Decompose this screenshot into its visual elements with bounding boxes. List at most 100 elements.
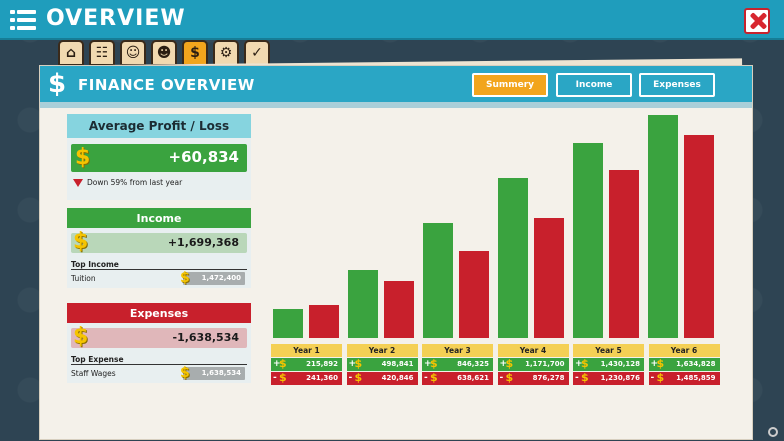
income-bar (498, 178, 528, 338)
expenses-header: Expenses (67, 303, 251, 323)
top-expense-label: Top Expense (71, 355, 124, 364)
year-expense-value: 1,230,876 (600, 374, 640, 382)
minus-sign: - (273, 373, 277, 383)
plus-sign: + (650, 359, 659, 369)
average-value: +60,834 (168, 148, 239, 166)
minus-sign: - (499, 373, 504, 383)
income-card: $ +1,699,368 Top Income Tuition $ 1,472,… (67, 228, 251, 288)
year-expense-row: - $1,230,876 (573, 371, 644, 385)
plus-sign: + (499, 359, 508, 369)
income-bar (573, 143, 603, 338)
top-expense-name: Staff Wages (71, 369, 116, 378)
year-expense-row: - $241,360 (271, 371, 342, 385)
year-expense-row: - $876,278 (497, 371, 569, 385)
coin-icon: $ (180, 365, 190, 381)
coin-icon: $ (505, 371, 514, 384)
year-expense-value: 638,621 (457, 374, 489, 382)
year-label: Year 5 (573, 344, 644, 357)
expense-bar (384, 281, 414, 338)
tab-expenses[interactable]: Expenses (639, 73, 715, 97)
income-bar (423, 223, 453, 338)
year-income-row: + $1,430,128 (573, 357, 644, 371)
year-table: Year 3 + $846,325- $638,621 (422, 344, 493, 386)
year-expense-row: - $420,846 (346, 371, 418, 385)
year-income-value: 498,841 (381, 360, 414, 368)
tab-dollar-icon[interactable]: $ (182, 40, 208, 66)
coin-icon: $ (73, 229, 89, 254)
coin-icon: $ (180, 270, 190, 286)
coin-icon: $ (656, 371, 665, 384)
tab-people-icon[interactable]: ☻ (151, 40, 177, 66)
tab-income[interactable]: Income (556, 73, 632, 97)
plus-sign: + (348, 359, 357, 369)
tab-summary[interactable]: Summery (472, 73, 548, 97)
expense-bar (609, 170, 639, 338)
income-header: Income (67, 208, 251, 228)
year-expense-row: - $638,621 (422, 371, 493, 385)
year-income-value: 1,430,128 (600, 360, 640, 368)
category-tabs: ⌂ ☷ ☺ ☻ $ ⚙ ✓ (58, 40, 270, 66)
coin-icon: $ (279, 357, 287, 370)
close-button[interactable] (744, 8, 770, 34)
trend-text: Down 59% from last year (87, 178, 183, 187)
year-label: Year 4 (497, 344, 569, 357)
expense-bar (309, 305, 339, 338)
year-table: Year 6 + $1,634,828- $1,485,859 (648, 344, 720, 386)
top-income-label: Top Income (71, 260, 119, 269)
year-income-value: 1,634,828 (676, 360, 716, 368)
income-value: +1,699,368 (167, 236, 239, 249)
year-income-row: + $846,325 (422, 357, 493, 371)
divider (71, 364, 247, 365)
coin-icon: $ (656, 357, 665, 370)
income-bar (648, 115, 678, 338)
coin-icon: $ (73, 324, 89, 349)
expense-bar (459, 251, 489, 338)
top-income-value: 1,472,400 (201, 274, 241, 282)
expense-bar (684, 135, 714, 338)
top-income-name: Tuition (71, 274, 96, 283)
dollar-icon: $ (48, 69, 67, 99)
coin-icon: $ (279, 371, 287, 384)
year-expense-value: 876,278 (532, 374, 565, 382)
plus-sign: + (273, 359, 281, 369)
minus-sign: - (575, 373, 579, 383)
average-header: Average Profit / Loss (67, 114, 251, 138)
tab-folder-icon[interactable]: ✓ (244, 40, 270, 66)
average-card: $ +60,834 Down 59% from last year (67, 138, 251, 200)
coin-icon: $ (430, 357, 438, 370)
tab-person-icon[interactable]: ☺ (120, 40, 146, 66)
minus-sign: - (424, 373, 428, 383)
expenses-card: $ -1,638,534 Top Expense Staff Wages $ 1… (67, 323, 251, 383)
coin-icon: $ (581, 357, 589, 370)
panel-header: $ FINANCE OVERVIEW Summery Income Expens… (40, 66, 752, 102)
year-table: Year 1 + $215,892- $241,360 (271, 344, 342, 386)
year-income-row: + $1,634,828 (648, 357, 720, 371)
top-expense-value: 1,638,534 (201, 369, 241, 377)
year-expense-value: 241,360 (306, 374, 338, 382)
average-value-box: $ +60,834 (71, 144, 247, 172)
year-income-value: 215,892 (306, 360, 338, 368)
tab-head-gear-icon[interactable]: ⚙ (213, 40, 239, 66)
year-label: Year 6 (648, 344, 720, 357)
menu-icon[interactable] (10, 10, 36, 30)
tab-book-icon[interactable]: ☷ (89, 40, 115, 66)
year-income-row: + $1,171,700 (497, 357, 569, 371)
down-arrow-icon (73, 179, 83, 187)
coin-icon: $ (354, 371, 363, 384)
coin-icon: $ (354, 357, 363, 370)
plus-sign: + (424, 359, 432, 369)
settings-icon[interactable] (768, 427, 778, 437)
year-table: Year 2 + $498,841- $420,846 (346, 344, 418, 386)
minus-sign: - (650, 373, 655, 383)
year-expense-value: 1,485,859 (676, 374, 716, 382)
year-expense-row: - $1,485,859 (648, 371, 720, 385)
income-bar (273, 309, 303, 338)
tab-bank-icon[interactable]: ⌂ (58, 40, 84, 66)
income-value-box: $ +1,699,368 (71, 229, 247, 254)
page-title: OVERVIEW (46, 6, 186, 31)
year-tables: Year 1 + $215,892- $241,360 Year 2 + $498,841-… (271, 344, 721, 386)
header-strip (40, 102, 752, 108)
year-label: Year 3 (422, 344, 493, 357)
expense-bar (534, 218, 564, 338)
income-bar (348, 270, 378, 338)
